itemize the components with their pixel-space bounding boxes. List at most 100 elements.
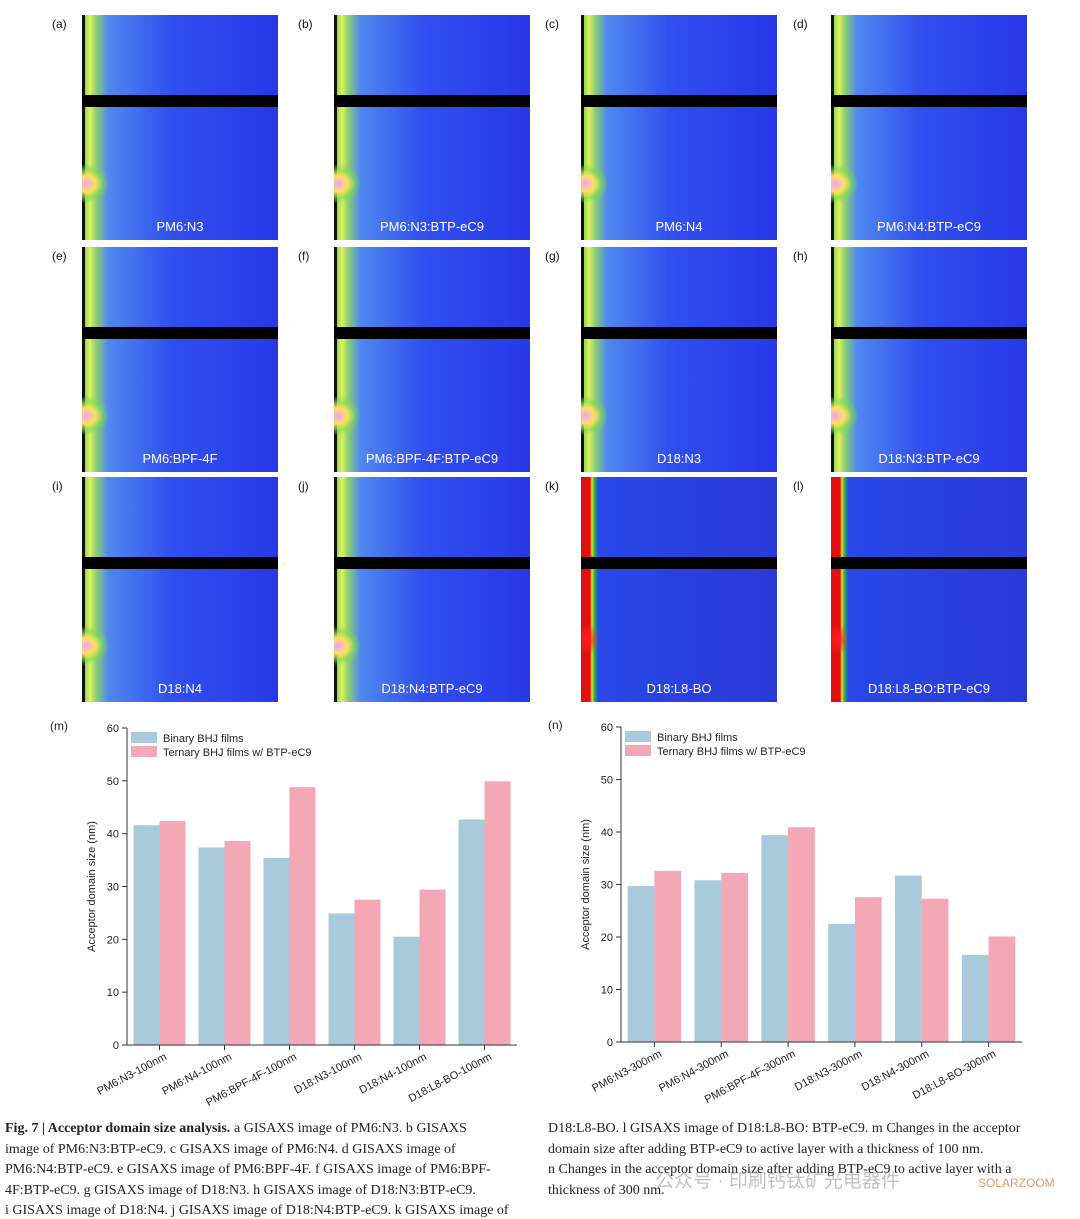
panel-letter: (f) xyxy=(298,249,310,263)
beam-stop xyxy=(82,557,278,569)
panel-letter: (h) xyxy=(793,249,808,263)
beam-stop xyxy=(82,327,278,339)
beam-stop xyxy=(581,557,777,569)
caption-line: PM6:N4:BTP-eC9. e GISAXS image of PM6:BP… xyxy=(5,1162,491,1177)
bar xyxy=(895,875,922,1042)
panel-label: PM6:BPF-4F xyxy=(142,451,218,466)
legend-swatch xyxy=(131,732,157,743)
y-tick-label: 60 xyxy=(107,723,119,735)
caption-line: n Changes in the acceptor domain size af… xyxy=(548,1162,1012,1177)
bar xyxy=(921,898,949,1042)
beam-stop xyxy=(334,95,530,107)
y-tick-label: 0 xyxy=(113,1040,119,1052)
y-tick-label: 50 xyxy=(601,775,613,787)
bar xyxy=(263,857,290,1045)
bar xyxy=(654,870,682,1042)
caption-heading: Fig. 7 | Acceptor domain size analysis. xyxy=(5,1121,231,1136)
gisaxs-image: PM6:N3 xyxy=(82,15,278,240)
bar xyxy=(354,899,381,1045)
bar xyxy=(224,841,251,1045)
bar xyxy=(419,889,446,1045)
beam-stop xyxy=(831,95,1027,107)
bar xyxy=(198,847,225,1045)
y-tick-label: 30 xyxy=(601,880,613,892)
panel-label: D18:N3:BTP-eC9 xyxy=(878,451,980,466)
charts: (m) Acceptor domain size (nm) 0 10 20 30 40 50 6… xyxy=(50,718,1022,1109)
legend-label: Binary BHJ films xyxy=(163,733,244,745)
y-tick-label: 40 xyxy=(601,827,613,839)
gisaxs-image: PM6:N3:BTP-eC9 xyxy=(334,15,530,240)
panel-label: PM6:N3 xyxy=(156,219,204,234)
caption-line: D18:L8-BO. l GISAXS image of D18:L8-BO: … xyxy=(548,1121,1021,1136)
panel-label: PM6:BPF-4F:BTP-eC9 xyxy=(365,451,499,466)
bar xyxy=(761,835,789,1042)
beam-stop xyxy=(82,95,278,107)
beam-stop xyxy=(581,327,777,339)
caption-line: thickness of 300 nm. xyxy=(548,1182,665,1198)
panel-label: PM6:N3:BTP-eC9 xyxy=(379,219,485,234)
caption-line: 4F:BTP-eC9. g GISAXS image of D18:N3. h … xyxy=(5,1182,476,1198)
bar xyxy=(627,886,655,1042)
x-tick-label: PM6:N3-300nm xyxy=(590,1048,664,1095)
y-tick-label: 50 xyxy=(107,776,119,788)
bar xyxy=(988,936,1016,1042)
legend-label: Ternary BHJ films w/ BTP-eC9 xyxy=(657,746,806,758)
x-tick-label: PM6:N3-100nm xyxy=(95,1051,169,1098)
panel-label: D18:N4:BTP-eC9 xyxy=(381,681,483,696)
legend-swatch xyxy=(131,746,157,757)
gisaxs-image: D18:N3 xyxy=(581,247,777,472)
beam-stop xyxy=(334,327,530,339)
gisaxs-image: D18:L8-BO:BTP-eC9 xyxy=(831,477,1027,702)
bar xyxy=(393,936,420,1045)
panel-label: D18:L8-BO xyxy=(646,681,712,696)
bar xyxy=(694,880,722,1042)
x-tick-label: D18:N3-300nm xyxy=(793,1048,864,1094)
y-tick-label: 20 xyxy=(601,932,613,944)
y-tick-label: 40 xyxy=(107,829,119,841)
caption-line: image of PM6:N3:BTP-eC9. c GISAXS image … xyxy=(5,1141,456,1157)
bar xyxy=(159,820,186,1045)
gisaxs-image: PM6:N4 xyxy=(581,15,777,240)
panel-letter: (e) xyxy=(52,249,67,263)
beam-stop xyxy=(831,327,1027,339)
panel-letter: (k) xyxy=(545,479,559,493)
bar xyxy=(133,825,160,1045)
y-tick-label: 0 xyxy=(607,1037,613,1049)
gisaxs-image: PM6:BPF-4F:BTP-eC9 xyxy=(334,247,530,472)
panel-letter: (d) xyxy=(793,17,808,31)
gisaxs-image: D18:N4:BTP-eC9 xyxy=(334,477,530,702)
caption-line: i GISAXS image of D18:N4. j GISAXS image… xyxy=(5,1203,509,1218)
panel-letter: (l) xyxy=(793,479,804,493)
panel-label: PM6:N4 xyxy=(655,219,703,234)
beam-stop xyxy=(334,557,530,569)
y-axis-label: Acceptor domain size (nm) xyxy=(580,819,592,950)
bar xyxy=(289,787,316,1045)
legend-label: Ternary BHJ films w/ BTP-eC9 xyxy=(163,747,312,759)
panel-letter: (g) xyxy=(545,249,560,263)
legend-label: Binary BHJ films xyxy=(657,732,738,744)
panel-letter: (n) xyxy=(548,718,563,732)
gisaxs-image: PM6:BPF-4F xyxy=(82,247,278,472)
bar xyxy=(854,897,882,1042)
watermark: 公众号 · 印刷钙钛矿光电器件 xyxy=(655,1171,900,1192)
y-tick-label: 30 xyxy=(107,882,119,894)
bar xyxy=(721,872,748,1042)
bar xyxy=(961,954,989,1042)
gisaxs-image: PM6:N4:BTP-eC9 xyxy=(831,15,1027,240)
caption-line: domain size after adding BTP-eC9 to acti… xyxy=(548,1141,984,1157)
panel-letter: (c) xyxy=(545,17,559,31)
bar xyxy=(788,827,815,1042)
panel-label: D18:N3 xyxy=(656,451,702,466)
gisaxs-image: D18:N3:BTP-eC9 xyxy=(831,247,1027,472)
watermark-brand: SOLARZOOM xyxy=(978,1176,1055,1190)
beam-stop xyxy=(581,95,777,107)
panel-letter: (m) xyxy=(50,719,68,733)
y-axis-label: Acceptor domain size (nm) xyxy=(86,821,98,952)
panel-letter: (a) xyxy=(52,17,67,31)
legend-swatch xyxy=(625,745,651,756)
panel-letter: (b) xyxy=(298,17,313,31)
panel-letter: (j) xyxy=(298,479,309,493)
gisaxs-image: D18:N4 xyxy=(82,477,278,702)
x-tick-label: D18:N3-100nm xyxy=(292,1051,363,1097)
